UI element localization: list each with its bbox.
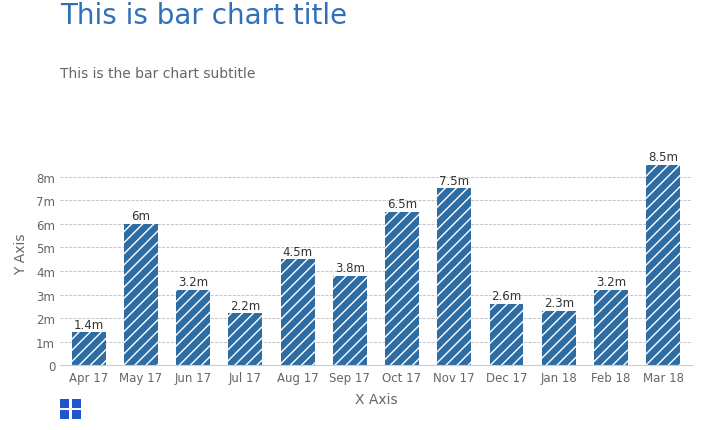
X-axis label: X Axis: X Axis <box>354 392 397 406</box>
Text: 7.5m: 7.5m <box>439 174 469 187</box>
Bar <box>72 332 106 366</box>
Bar <box>281 260 315 366</box>
Bar <box>176 290 210 366</box>
Bar <box>333 276 367 366</box>
Bar <box>124 224 158 366</box>
Bar <box>229 314 263 366</box>
Bar <box>489 304 523 366</box>
Text: 6m: 6m <box>131 210 150 223</box>
Bar <box>437 189 471 366</box>
Text: 6.5m: 6.5m <box>387 198 417 211</box>
Text: This is bar chart title: This is bar chart title <box>60 2 347 30</box>
Bar <box>542 311 575 366</box>
Text: 2.6m: 2.6m <box>491 290 522 303</box>
Bar <box>385 212 419 366</box>
Bar <box>594 290 628 366</box>
Text: This is the bar chart subtitle: This is the bar chart subtitle <box>60 67 256 80</box>
Text: 4.5m: 4.5m <box>282 245 313 258</box>
Y-axis label: Y Axis: Y Axis <box>14 233 28 274</box>
Text: 2.2m: 2.2m <box>230 299 261 312</box>
Text: 8.5m: 8.5m <box>648 151 678 164</box>
Text: 3.8m: 3.8m <box>335 261 365 274</box>
Text: 2.3m: 2.3m <box>544 297 574 310</box>
Text: 1.4m: 1.4m <box>73 318 104 331</box>
Text: 3.2m: 3.2m <box>178 276 208 289</box>
Text: 3.2m: 3.2m <box>596 276 626 289</box>
Bar <box>646 166 680 366</box>
